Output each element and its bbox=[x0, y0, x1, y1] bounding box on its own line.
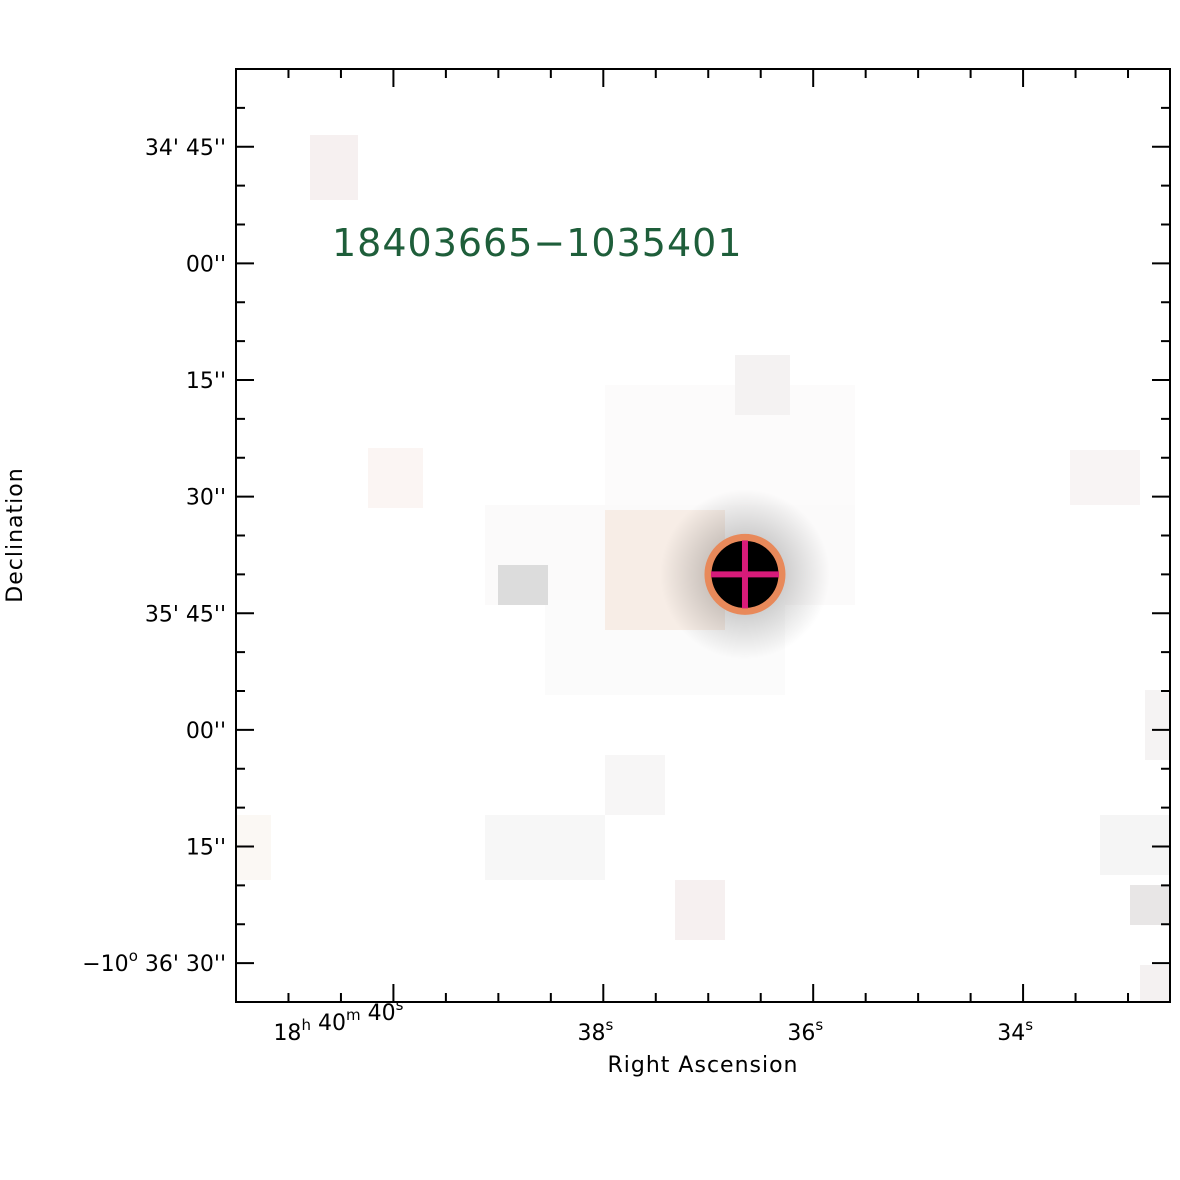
y-tick-label: 15'' bbox=[186, 369, 226, 394]
y-axis-title: Declination bbox=[3, 467, 28, 602]
x-tick-label: 18h 40m 40s bbox=[273, 996, 403, 1046]
axis-ticks bbox=[235, 69, 1170, 1003]
y-tick-label: 35' 45'' bbox=[145, 602, 226, 627]
source-label: 18403665−1035401 bbox=[332, 221, 743, 265]
y-tick-label: 34' 45'' bbox=[145, 136, 226, 161]
plot-marks bbox=[659, 489, 830, 660]
y-tick-label: −10o 36' 30'' bbox=[82, 947, 226, 977]
y-tick-label: 00'' bbox=[186, 719, 226, 744]
x-tick-label: 34s bbox=[997, 1016, 1033, 1046]
axis-tick-labels: 18h 40m 40s 38s 36s 34s 34' 45'' 00'' 15'' 30''… bbox=[82, 136, 1033, 1046]
x-tick-label: 36s bbox=[787, 1016, 823, 1046]
y-tick-label: 15'' bbox=[186, 836, 226, 861]
x-axis-title: Right Ascension bbox=[608, 1053, 799, 1078]
y-tick-label: 30'' bbox=[186, 486, 226, 511]
background-noise bbox=[236, 135, 1170, 1002]
x-tick-label: 38s bbox=[577, 1016, 613, 1046]
y-tick-label: 00'' bbox=[186, 252, 226, 277]
